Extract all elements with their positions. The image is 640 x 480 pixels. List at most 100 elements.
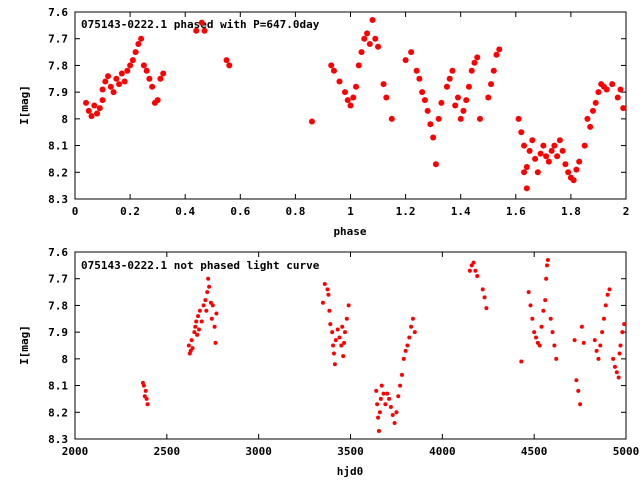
data-point bbox=[407, 335, 412, 340]
chart-title: 075143-0222.1 not phased light curve bbox=[81, 259, 320, 272]
data-point bbox=[141, 383, 146, 388]
data-point bbox=[532, 330, 537, 335]
data-point bbox=[548, 147, 555, 154]
data-point bbox=[379, 383, 384, 388]
data-point bbox=[537, 150, 544, 157]
phased-light-curve-panel: 075143-0222.1 phased with P=647.0day pha… bbox=[18, 6, 629, 238]
x-axis-ticks: 2000 2500 3000 3500 4000 4500 5000 bbox=[62, 252, 639, 458]
data-point bbox=[157, 75, 164, 82]
data-point bbox=[350, 94, 357, 101]
data-point bbox=[526, 290, 531, 295]
data-point bbox=[581, 340, 586, 345]
y-tick-label: 8.1 bbox=[48, 380, 68, 393]
y-tick-label: 7.8 bbox=[48, 59, 68, 72]
data-point bbox=[209, 316, 214, 321]
data-point bbox=[493, 51, 500, 58]
data-point bbox=[189, 338, 194, 343]
data-point bbox=[526, 147, 533, 154]
data-point bbox=[399, 372, 404, 377]
data-point bbox=[201, 27, 208, 34]
data-point bbox=[355, 62, 362, 69]
data-point bbox=[388, 115, 395, 122]
x-tick-label: 4000 bbox=[429, 445, 456, 458]
y-tick-label: 8 bbox=[61, 113, 68, 126]
data-point bbox=[105, 73, 112, 80]
data-point bbox=[341, 89, 348, 96]
data-point bbox=[528, 303, 533, 308]
data-point bbox=[195, 332, 200, 337]
data-point bbox=[543, 153, 550, 160]
data-point bbox=[342, 330, 347, 335]
data-point bbox=[325, 287, 330, 292]
y-axis-label: I[mag] bbox=[18, 325, 31, 365]
data-point bbox=[374, 388, 379, 393]
data-point bbox=[603, 86, 610, 93]
data-point bbox=[361, 35, 368, 42]
data-point bbox=[523, 185, 530, 192]
data-point bbox=[519, 359, 524, 364]
data-point bbox=[107, 83, 114, 90]
x-tick-label: 1.8 bbox=[561, 205, 581, 218]
x-tick-label: 2 bbox=[623, 205, 630, 218]
data-point bbox=[322, 282, 327, 287]
data-point bbox=[135, 41, 142, 48]
data-point bbox=[149, 83, 156, 90]
data-point bbox=[545, 263, 550, 268]
data-point bbox=[132, 49, 139, 56]
data-point bbox=[534, 169, 541, 176]
data-point bbox=[339, 343, 344, 348]
data-point bbox=[358, 49, 365, 56]
data-point bbox=[140, 62, 147, 69]
data-point bbox=[226, 62, 233, 69]
data-point bbox=[409, 324, 414, 329]
data-point bbox=[330, 330, 335, 335]
data-point bbox=[465, 83, 472, 90]
data-point bbox=[589, 107, 596, 114]
x-axis-ticks: 0 0.2 0.4 0.6 0.8 1 1.2 1.4 1.6 1.8 2 bbox=[72, 12, 630, 218]
data-point bbox=[622, 322, 627, 327]
data-point bbox=[534, 335, 539, 340]
data-point bbox=[196, 327, 201, 332]
data-point bbox=[541, 308, 546, 313]
data-point bbox=[598, 343, 603, 348]
data-point bbox=[614, 370, 619, 375]
data-point bbox=[383, 94, 390, 101]
data-point bbox=[383, 402, 388, 407]
data-point bbox=[127, 62, 134, 69]
data-point bbox=[392, 420, 397, 425]
data-point bbox=[203, 298, 208, 303]
data-point bbox=[471, 260, 476, 265]
data-point bbox=[556, 137, 563, 144]
data-point bbox=[485, 94, 492, 101]
x-tick-label: 0.4 bbox=[175, 205, 195, 218]
data-point bbox=[212, 324, 217, 329]
data-point bbox=[94, 110, 101, 117]
data-point bbox=[376, 428, 381, 433]
data-point bbox=[521, 169, 528, 176]
data-point bbox=[331, 351, 336, 356]
y-axis-ticks: 7.6 7.7 7.8 7.9 8 8.1 8.2 8.3 bbox=[48, 246, 626, 446]
data-point bbox=[144, 396, 149, 401]
x-tick-label: 0.2 bbox=[120, 205, 140, 218]
x-axis-label: phase bbox=[333, 225, 366, 238]
data-point bbox=[344, 97, 351, 104]
data-point bbox=[143, 388, 148, 393]
data-point bbox=[550, 330, 555, 335]
data-point bbox=[377, 410, 382, 415]
data-point bbox=[143, 67, 150, 74]
y-tick-label: 7.9 bbox=[48, 86, 68, 99]
data-point bbox=[96, 105, 103, 112]
data-point bbox=[617, 86, 624, 93]
data-point bbox=[375, 402, 380, 407]
x-tick-label: 0.8 bbox=[285, 205, 305, 218]
data-point bbox=[474, 54, 481, 61]
data-point bbox=[424, 107, 431, 114]
data-point bbox=[342, 340, 347, 345]
data-point bbox=[454, 94, 461, 101]
data-point bbox=[85, 107, 92, 114]
unphased-light-curve-panel: 075143-0222.1 not phased light curve hjd… bbox=[18, 246, 639, 478]
data-point bbox=[129, 57, 136, 64]
data-point bbox=[565, 169, 572, 176]
